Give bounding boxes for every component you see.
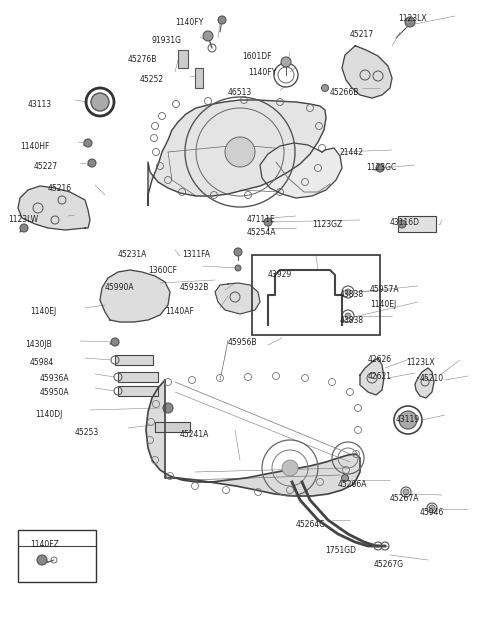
Circle shape xyxy=(225,137,255,167)
Text: 45254A: 45254A xyxy=(247,228,276,237)
Text: 43929: 43929 xyxy=(268,270,292,279)
Text: 1140AF: 1140AF xyxy=(165,307,194,316)
Circle shape xyxy=(281,57,291,67)
Text: 45231A: 45231A xyxy=(118,250,147,259)
Text: 45267A: 45267A xyxy=(390,494,420,503)
Circle shape xyxy=(322,84,328,91)
Text: 1430JB: 1430JB xyxy=(25,340,52,349)
Text: 1123LW: 1123LW xyxy=(8,215,38,224)
Circle shape xyxy=(341,474,348,482)
Text: 45936A: 45936A xyxy=(40,374,70,383)
Text: 45252: 45252 xyxy=(140,75,164,84)
Bar xyxy=(115,355,153,365)
Text: 45266A: 45266A xyxy=(338,480,368,489)
Circle shape xyxy=(84,139,92,147)
Text: 45950A: 45950A xyxy=(40,388,70,397)
Polygon shape xyxy=(260,143,342,198)
Text: 45227: 45227 xyxy=(34,162,58,171)
Text: 1140EJ: 1140EJ xyxy=(30,307,56,316)
Text: 45956B: 45956B xyxy=(228,338,257,347)
Text: 45957A: 45957A xyxy=(370,285,400,294)
Bar xyxy=(118,386,158,396)
Circle shape xyxy=(163,403,173,413)
Bar xyxy=(195,68,203,88)
Text: 45216: 45216 xyxy=(48,184,72,193)
Polygon shape xyxy=(18,186,90,230)
Text: 1601DF: 1601DF xyxy=(242,52,272,61)
Circle shape xyxy=(234,248,242,256)
Text: 45267G: 45267G xyxy=(374,560,404,569)
Circle shape xyxy=(235,265,241,271)
Text: 45266B: 45266B xyxy=(330,88,360,97)
Circle shape xyxy=(91,93,109,111)
Polygon shape xyxy=(415,368,434,398)
Circle shape xyxy=(264,218,272,226)
Circle shape xyxy=(88,159,96,167)
Circle shape xyxy=(37,555,47,565)
Text: 45264C: 45264C xyxy=(296,520,325,529)
Circle shape xyxy=(399,411,417,429)
Polygon shape xyxy=(215,283,260,314)
Text: 45990A: 45990A xyxy=(105,283,134,292)
Circle shape xyxy=(405,17,415,27)
Polygon shape xyxy=(146,380,360,496)
Circle shape xyxy=(111,338,119,346)
Text: 42621: 42621 xyxy=(368,372,392,381)
Bar xyxy=(18,530,96,582)
Text: 1360CF: 1360CF xyxy=(148,266,177,275)
Text: 1751GD: 1751GD xyxy=(325,546,356,555)
Text: 1140HF: 1140HF xyxy=(20,142,49,151)
Circle shape xyxy=(345,289,351,295)
Text: 46513: 46513 xyxy=(228,88,252,97)
Bar xyxy=(155,422,190,432)
Text: 21442: 21442 xyxy=(340,148,364,157)
Polygon shape xyxy=(360,358,384,395)
Text: 1140DJ: 1140DJ xyxy=(35,410,62,419)
Text: 42626: 42626 xyxy=(368,355,392,364)
Bar xyxy=(398,216,436,232)
Text: 43838: 43838 xyxy=(340,290,364,299)
Text: 45276B: 45276B xyxy=(128,55,157,64)
Text: 43119: 43119 xyxy=(396,415,420,424)
Polygon shape xyxy=(342,46,392,98)
Text: 1123LX: 1123LX xyxy=(398,14,427,23)
Text: 1123GZ: 1123GZ xyxy=(312,220,342,229)
Text: 47111E: 47111E xyxy=(247,215,276,224)
Text: 1123LX: 1123LX xyxy=(406,358,434,367)
Text: 45946: 45946 xyxy=(420,508,444,517)
Bar xyxy=(252,255,380,335)
Circle shape xyxy=(429,505,435,511)
Text: 1140EJ: 1140EJ xyxy=(370,300,396,309)
Text: 1140FY: 1140FY xyxy=(175,18,203,27)
Text: 45253: 45253 xyxy=(75,428,99,437)
Text: 43838: 43838 xyxy=(340,316,364,325)
Circle shape xyxy=(398,220,406,228)
Text: 1311FA: 1311FA xyxy=(182,250,210,259)
Text: 43116D: 43116D xyxy=(390,218,420,227)
Text: 45984: 45984 xyxy=(30,358,54,367)
Text: 1140FZ: 1140FZ xyxy=(30,540,59,549)
Circle shape xyxy=(403,489,409,495)
Text: 1123GC: 1123GC xyxy=(366,163,396,172)
Circle shape xyxy=(218,16,226,24)
Circle shape xyxy=(203,31,213,41)
Bar xyxy=(178,50,188,68)
Polygon shape xyxy=(100,270,170,322)
Text: 45217: 45217 xyxy=(350,30,374,39)
Text: 45932B: 45932B xyxy=(180,283,209,292)
Circle shape xyxy=(20,224,28,232)
Polygon shape xyxy=(148,100,326,205)
Circle shape xyxy=(282,460,298,476)
Text: 43113: 43113 xyxy=(28,100,52,109)
Text: 45210: 45210 xyxy=(420,374,444,383)
Text: 91931G: 91931G xyxy=(152,36,182,45)
Bar xyxy=(118,372,158,382)
Circle shape xyxy=(345,313,351,319)
Text: 45241A: 45241A xyxy=(180,430,209,439)
Text: 1140FY: 1140FY xyxy=(248,68,276,77)
Circle shape xyxy=(376,164,384,172)
